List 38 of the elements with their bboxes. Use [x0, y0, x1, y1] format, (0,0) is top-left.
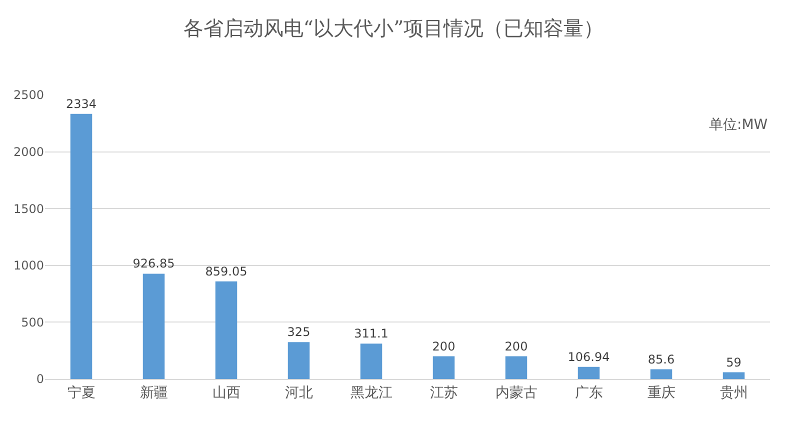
data-label: 311.1 [354, 326, 388, 341]
data-label: 59 [726, 355, 742, 370]
data-label: 2334 [66, 96, 97, 111]
bar [650, 369, 672, 379]
bar [722, 372, 745, 379]
annotation: 单位:MW [709, 117, 768, 133]
y-tick-label: 2000 [13, 145, 44, 159]
x-tick-label: 河北 [284, 384, 313, 401]
x-tick-label: 江苏 [430, 384, 458, 401]
bar [288, 342, 310, 379]
bar [505, 356, 528, 379]
x-tick-label: 广东 [574, 384, 603, 401]
chart-title: 各省启动风电“以大代小”项目情况（已知容量） [183, 16, 604, 40]
data-label: 859.05 [205, 264, 248, 278]
data-label: 200 [432, 339, 456, 354]
data-label: 200 [504, 339, 528, 354]
bar [578, 366, 600, 379]
bar [215, 281, 238, 379]
y-tick-label: 1500 [13, 202, 44, 216]
y-tick-label: 0 [36, 372, 44, 386]
bar [360, 344, 382, 379]
x-tick-label: 重庆 [647, 384, 676, 401]
x-tick-label: 山西 [212, 384, 240, 401]
data-label: 106.94 [568, 350, 610, 364]
data-label: 926.85 [132, 256, 175, 271]
x-tick-label: 黑龙江 [350, 384, 392, 401]
bar [142, 274, 165, 379]
bar [432, 356, 455, 379]
data-label: 85.6 [648, 352, 675, 366]
x-tick-label: 新疆 [140, 384, 168, 401]
bar [70, 114, 92, 379]
x-tick-label: 宁夏 [67, 384, 96, 401]
y-tick-label: 2500 [13, 88, 44, 102]
y-tick-label: 500 [21, 315, 44, 330]
data-label: 325 [287, 325, 310, 340]
y-tick-label: 1000 [13, 258, 44, 273]
x-tick-label: 贵州 [720, 384, 748, 401]
x-tick-label: 内蒙古 [495, 384, 538, 401]
